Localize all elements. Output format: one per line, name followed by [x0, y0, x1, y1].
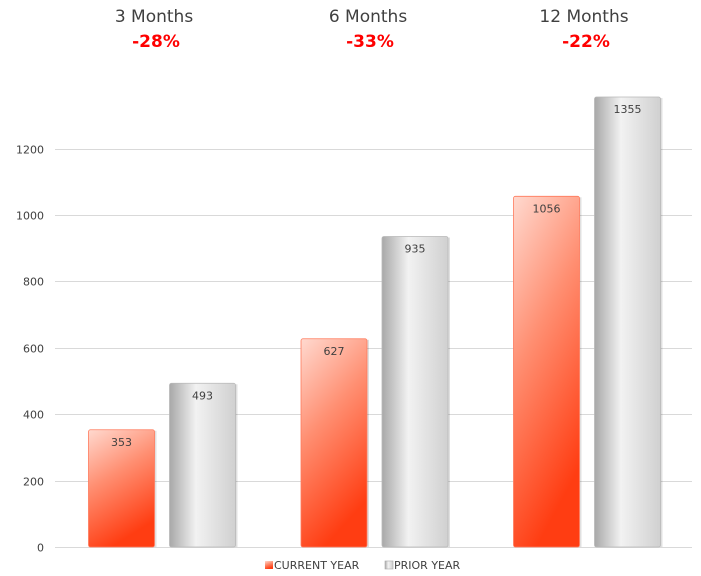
bar-value-label: 935: [405, 243, 426, 256]
bar-current-year: [513, 195, 580, 548]
y-tick-label: 1200: [16, 144, 44, 157]
y-tick-label: 1000: [16, 210, 44, 223]
value-labels: 353 493 627 935 1056 1355: [111, 103, 642, 449]
y-tick-label: 600: [23, 343, 44, 356]
y-tick-label: 200: [23, 476, 44, 489]
legend-swatch-current-year: [265, 561, 273, 569]
legend-label-current-year: CURRENT YEAR: [274, 559, 360, 572]
gridlines: [55, 149, 692, 548]
period-headers: 3 Months -28% 6 Months -33% 12 Months -22%: [115, 7, 629, 52]
bar-current-year: [300, 338, 368, 548]
legend-label-prior-year: PRIOR YEAR: [394, 559, 461, 572]
period-label: 6 Months: [329, 7, 408, 27]
bar-prior-year: [169, 382, 236, 548]
bar-value-label: 1355: [614, 103, 642, 116]
period-label: 12 Months: [539, 7, 628, 27]
bar-value-label: 627: [324, 345, 345, 358]
period-change-label: -22%: [562, 32, 610, 52]
period-label: 3 Months: [115, 7, 194, 27]
period-change-label: -33%: [346, 32, 394, 52]
bar-prior-year: [381, 236, 449, 548]
legend-swatch-prior-year: [384, 560, 394, 570]
y-tick-label: 800: [23, 276, 44, 289]
bar-value-label: 493: [192, 389, 213, 402]
y-tick-label: 0: [37, 542, 44, 555]
legend: CURRENT YEAR PRIOR YEAR: [265, 559, 461, 572]
bars: [88, 96, 663, 548]
bar-prior-year: [594, 96, 661, 548]
y-tick-label: 400: [23, 409, 44, 422]
bar-value-label: 353: [111, 436, 132, 449]
y-axis-ticks: 0 200 400 600 800 1000 1200: [16, 144, 44, 555]
bar-current-year: [88, 429, 155, 548]
period-change-label: -28%: [132, 32, 180, 52]
bar-value-label: 1056: [533, 202, 561, 215]
